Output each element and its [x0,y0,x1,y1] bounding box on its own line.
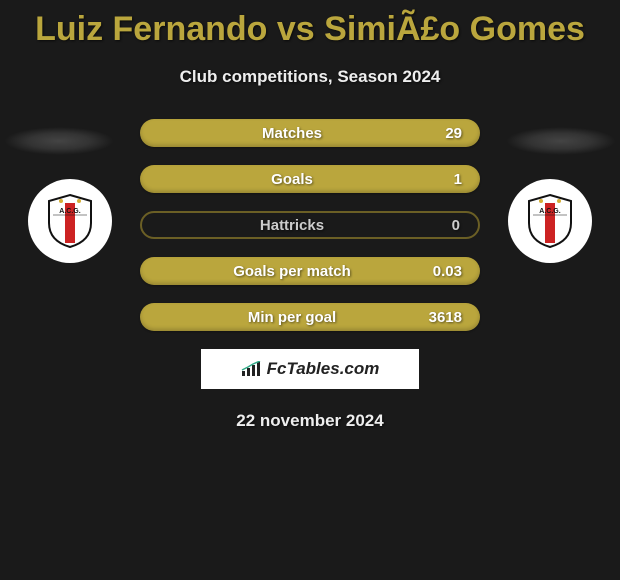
stat-label: Goals per match [158,263,426,280]
badge-circle: A.C.G. [508,179,592,263]
stat-label: Goals [158,171,426,188]
player-shadow-right [506,127,616,155]
stat-value: 1 [426,171,462,188]
svg-text:A.C.G.: A.C.G. [59,208,80,215]
club-badge-left: A.C.G. [20,179,120,263]
stats-list: Matches29 Goals1 Hattricks0 Goals per match… [140,119,480,331]
stat-value: 29 [426,125,462,142]
badge-circle: A.C.G. [28,179,112,263]
stat-value: 0.03 [426,263,462,280]
club-shield-icon: A.C.G. [525,193,575,249]
stat-label: Hattricks [160,217,424,234]
stat-bar: Matches29 [140,119,480,147]
stat-value: 3618 [426,309,462,326]
stat-bar: Hattricks0 [140,211,480,239]
club-shield-icon: A.C.G. [45,193,95,249]
stat-value: 0 [424,217,460,234]
brand-text: FcTables.com [267,359,380,379]
content-area: A.C.G. A.C.G. Matches29 Goals1 Hattricks0 G… [0,119,620,431]
player-shadow-left [4,127,114,155]
stat-bar: Goals1 [140,165,480,193]
club-badge-right: A.C.G. [500,179,600,263]
subtitle: Club competitions, Season 2024 [0,67,620,87]
stat-bar: Min per goal3618 [140,303,480,331]
brand-chart-icon [241,361,263,377]
stat-label: Min per goal [158,309,426,326]
stat-bar: Goals per match0.03 [140,257,480,285]
date-label: 22 november 2024 [0,411,620,431]
brand-box[interactable]: FcTables.com [201,349,419,389]
svg-text:A.C.G.: A.C.G. [539,208,560,215]
page-title: Luiz Fernando vs SimiÃ£o Gomes [0,0,620,49]
stat-label: Matches [158,125,426,142]
